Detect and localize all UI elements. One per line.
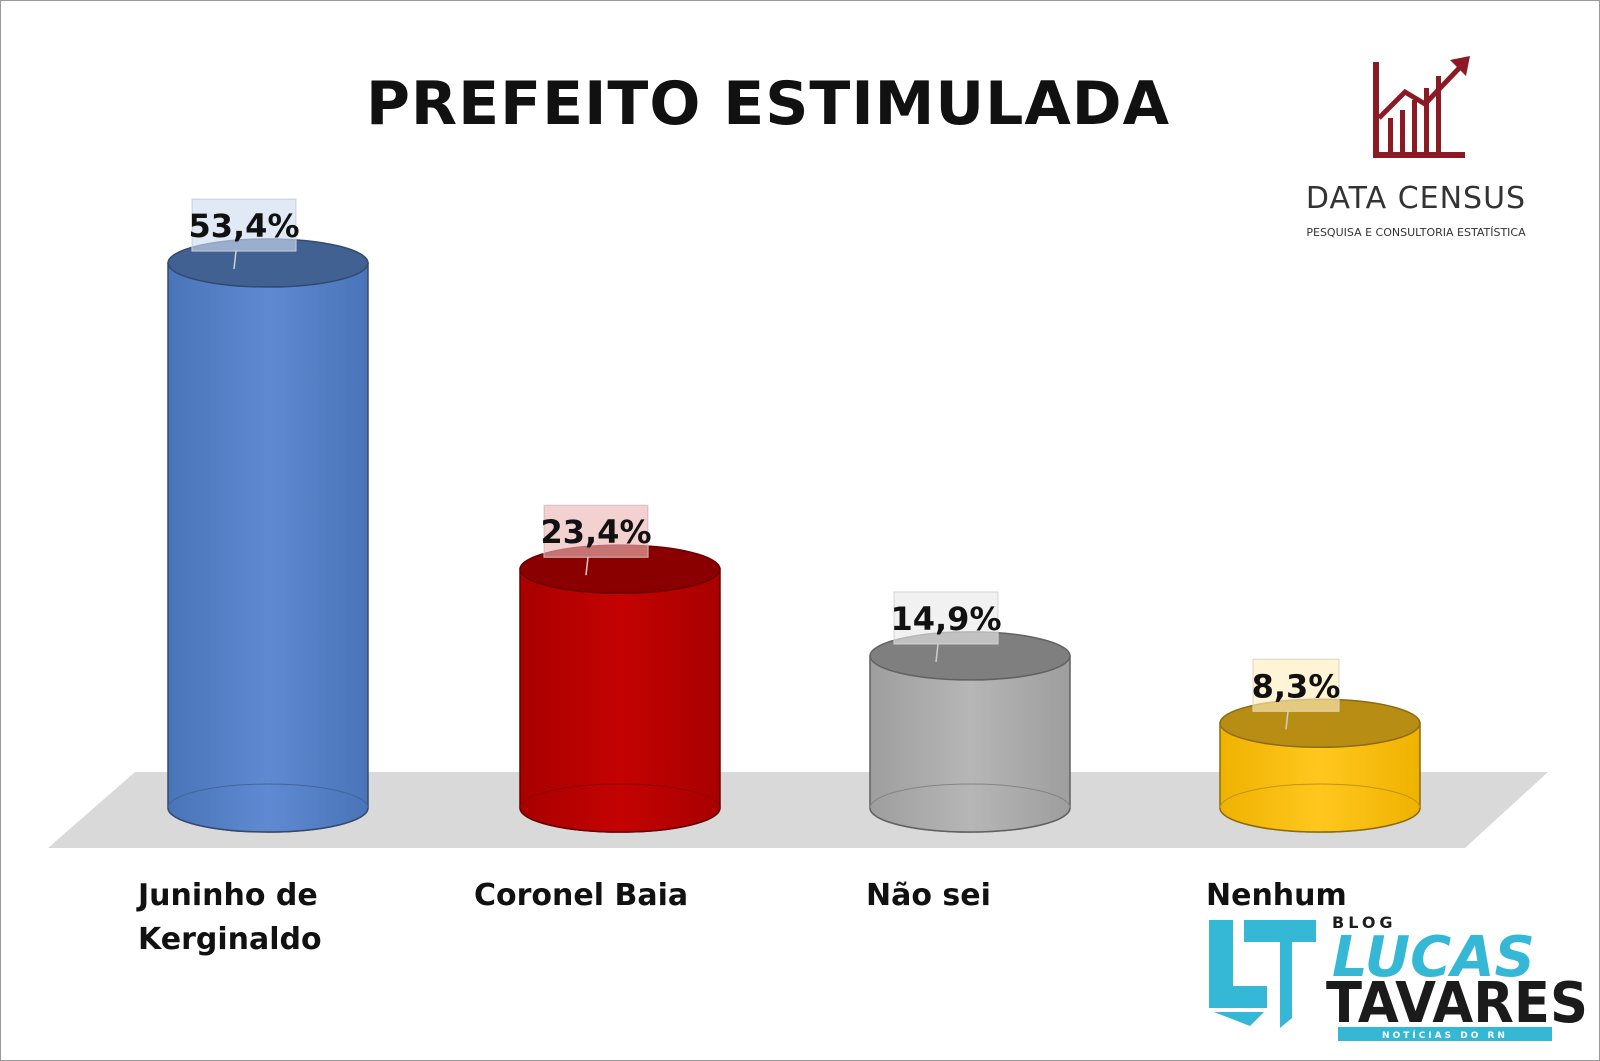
blog-lucas-tavares-logo: BLOG LUCAS TAVARES NOTÍCIAS DO RN: [1209, 913, 1588, 1041]
blog-small-label: BLOG: [1332, 913, 1397, 932]
blog-name-line2: TAVARES: [1326, 971, 1588, 1036]
blog-news-bar: [1338, 1027, 1552, 1041]
value-label-text: 23,4%: [540, 513, 651, 551]
bar-chart-rising-arrow-icon: [1373, 56, 1470, 158]
category-label-4: Nenhum: [1206, 878, 1347, 913]
chart-floor: [48, 772, 1548, 848]
lt-monogram-icon: [1209, 920, 1316, 1028]
brand-tagline: PESQUISA E CONSULTORIA ESTATÍSTICA: [1306, 226, 1526, 239]
bar-3: [869, 631, 1071, 833]
value-label-1: 53,4%: [188, 198, 300, 270]
bar-4: [1219, 698, 1421, 833]
blog-news-label: NOTÍCIAS DO RN: [1382, 1029, 1508, 1041]
value-label-text: 8,3%: [1252, 667, 1341, 705]
blog-name-line1: LUCAS: [1332, 925, 1535, 990]
value-label-2: 23,4%: [540, 504, 652, 576]
brand-name: DATA CENSUS: [1306, 181, 1526, 216]
bar-2: [519, 544, 721, 833]
bar-1: [167, 238, 369, 833]
value-label-text: 14,9%: [890, 600, 1001, 638]
value-label-4: 8,3%: [1252, 658, 1341, 730]
bar-layer: 53,4% 23,4% 14,9% 8,3%: [167, 198, 1421, 833]
category-label-2: Coronel Baia: [474, 878, 688, 913]
value-label-text: 53,4%: [188, 207, 299, 245]
chart-title: PREFEITO ESTIMULADA: [366, 69, 1170, 139]
data-census-logo: DATA CENSUS PESQUISA E CONSULTORIA ESTAT…: [1306, 56, 1526, 239]
category-labels: Juninho de Kerginaldo Coronel Baia Não sei N…: [136, 878, 1347, 957]
category-label-1: Juninho de Kerginaldo: [136, 878, 322, 957]
value-label-3: 14,9%: [890, 591, 1002, 663]
category-label-3: Não sei: [866, 878, 991, 913]
